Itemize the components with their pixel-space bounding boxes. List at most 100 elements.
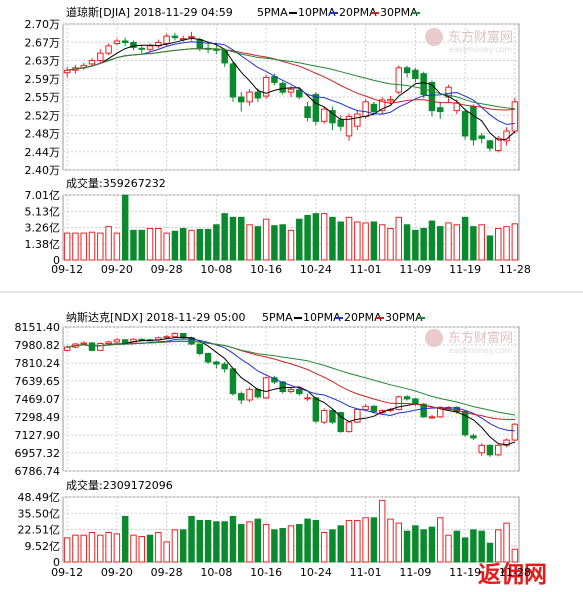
volume-bar: [221, 213, 228, 261]
candle-body: [362, 101, 369, 117]
volume-bar: [163, 232, 170, 261]
candle-body: [354, 408, 361, 423]
candle-body: [188, 36, 195, 39]
candle-body: [486, 140, 494, 149]
candle-body: [403, 396, 411, 400]
candle-body: [478, 135, 485, 139]
volume-bar: [378, 499, 386, 563]
volume-bar: [171, 529, 179, 563]
volume-bar: [345, 519, 353, 563]
candle-body: [420, 403, 427, 418]
panel2-title: 纳斯达克[NDX] 2018-11-29 05:00: [66, 311, 245, 324]
volume-bar: [378, 224, 386, 261]
price-tick-label: 7469.07: [15, 393, 61, 406]
volume-bar: [204, 519, 212, 563]
candle-body: [138, 47, 145, 50]
price-tick-label: 2.44万: [25, 146, 61, 159]
candle-body: [80, 342, 87, 345]
candle-body: [213, 361, 220, 365]
chart-layer: 2.70万 2.67万 2.63万 2.59万 2.55万 2.52万 2.48万 2.44万…: [0, 12, 583, 579]
candle-body: [387, 98, 394, 102]
candle-body: [412, 398, 419, 405]
candle-body: [337, 412, 344, 433]
watermark-name: 东方财富网: [448, 330, 513, 346]
volume-bar: [179, 529, 187, 563]
price-tick-label: 6957.32: [15, 447, 61, 460]
candle-body: [437, 107, 444, 113]
volume-bar: [246, 521, 253, 563]
candle-body: [63, 346, 71, 351]
volume-bar: [362, 517, 369, 563]
watermark-2: 东方财富网 eastmoney.com: [425, 329, 513, 355]
candle-body: [204, 353, 212, 363]
volume-bar: [412, 229, 419, 261]
volume-bar: [113, 533, 121, 563]
volume-bar: [461, 537, 469, 563]
volume-bar: [420, 529, 427, 563]
panel1-title: 道琼斯[DJIA] 2018-11-29 04:59: [66, 5, 233, 19]
candle-body: [105, 45, 112, 54]
price-tick-label: 2.52万: [25, 109, 61, 122]
volume-bar: [196, 519, 204, 563]
volume-bar: [304, 214, 311, 261]
candle-body: [478, 444, 485, 454]
legend-swatch-ma: [294, 317, 302, 319]
volume-bar: [362, 222, 369, 261]
candle-body: [470, 106, 477, 141]
volume-bar: [354, 519, 361, 563]
volume-bar: [121, 515, 129, 563]
volume-bar: [287, 229, 295, 261]
volume-bar: [254, 518, 262, 563]
volume-bar: [163, 541, 170, 563]
volume-bar: [503, 226, 510, 261]
volume-bar: [254, 226, 262, 261]
legend-swatch-ma: [289, 12, 297, 14]
candle-body: [354, 113, 361, 127]
legend-swatch-ma: [412, 12, 420, 14]
price-tick-label: 8151.40: [15, 321, 61, 334]
volume-bar: [238, 216, 245, 261]
panel2-legend-20: 20PMA: [344, 311, 382, 324]
watermark-url: eastmoney.com: [449, 45, 512, 54]
x-tick-label: 10-16: [250, 566, 282, 579]
volume-tick-label: 7.01亿: [25, 189, 61, 202]
x-tick-label: 11-01: [350, 566, 382, 579]
candle-body: [495, 444, 502, 456]
candle-body: [345, 421, 353, 433]
candle-body: [246, 91, 253, 103]
x-tick-label: 10-24: [300, 263, 332, 276]
volume-bar: [271, 225, 278, 261]
candle-body: [511, 423, 519, 441]
candle-body: [511, 101, 519, 132]
price-tick-label: 2.48万: [25, 128, 61, 141]
volume-bar: [470, 529, 477, 563]
volume-bar: [105, 226, 112, 261]
volume-tick-label: 0: [53, 556, 60, 569]
panel2-legend-5: 5PMA: [262, 311, 293, 324]
volume-bar: [320, 213, 328, 261]
volume-bar: [63, 537, 71, 563]
volume-tick-label: 48.49亿: [18, 491, 61, 504]
candle-body: [320, 410, 328, 423]
volume-bar: [138, 536, 145, 563]
candle-body: [486, 444, 494, 456]
volume-bar: [395, 216, 403, 261]
volume-bar: [262, 218, 270, 261]
volume-bar: [155, 227, 162, 261]
volume-tick-label: 1.38亿: [25, 238, 61, 251]
volume-bar: [511, 548, 519, 563]
candle-body: [279, 381, 286, 393]
volume-bar: [486, 235, 494, 261]
candle-body: [229, 368, 237, 395]
candle-body: [279, 82, 286, 93]
volume-tick-label: 5.13亿: [25, 205, 61, 218]
volume-bar: [412, 525, 419, 563]
volume-bar: [155, 532, 162, 563]
x-tick-label: 11-09: [399, 263, 431, 276]
volume-bar: [370, 517, 378, 563]
volume-bar: [403, 224, 411, 261]
legend-swatch-ma: [417, 317, 425, 319]
watermark-1: 东方财富网 eastmoney.com: [425, 28, 513, 54]
